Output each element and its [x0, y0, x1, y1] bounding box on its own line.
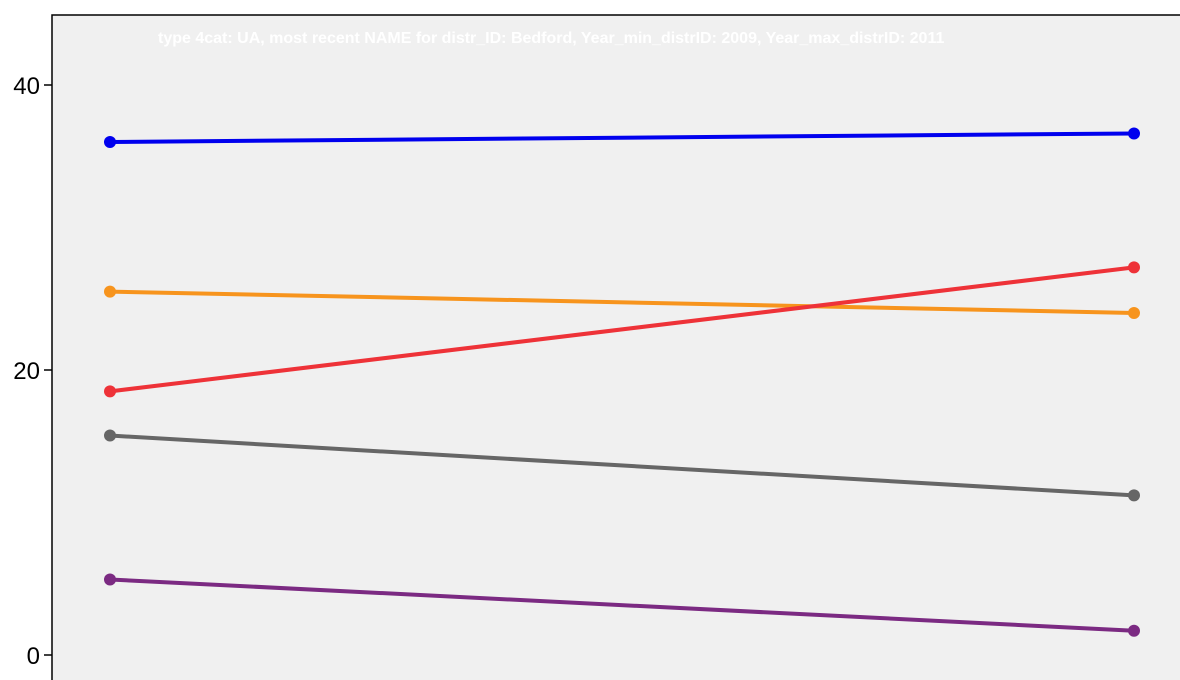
y-tick-label: 40 [13, 73, 40, 100]
data-point [104, 285, 116, 298]
y-axis: 0 20 40 [13, 73, 52, 670]
series-line [109, 265, 1135, 394]
data-point [1128, 127, 1140, 140]
y-tick-label: 20 [13, 358, 40, 385]
chart-subtitle: type 4cat: UA, most recent NAME for dist… [158, 30, 944, 47]
series-4 [104, 429, 1140, 502]
series-5 [104, 573, 1140, 637]
series-layer [104, 127, 1140, 637]
data-point [1128, 624, 1140, 637]
series-line [109, 131, 1135, 144]
series-1 [104, 127, 1140, 148]
data-point [104, 385, 116, 398]
data-point [104, 573, 116, 586]
data-point [104, 136, 116, 148]
data-point [104, 429, 116, 442]
series-2 [104, 285, 1140, 319]
data-point [1128, 489, 1140, 502]
series-line [109, 577, 1135, 633]
data-point [1128, 307, 1140, 319]
plot-panel [51, 14, 1180, 680]
data-point [1128, 261, 1140, 274]
series-line [109, 289, 1135, 315]
series-line [109, 433, 1135, 498]
y-tick-label: 0 [27, 643, 40, 670]
series-3 [104, 261, 1140, 398]
